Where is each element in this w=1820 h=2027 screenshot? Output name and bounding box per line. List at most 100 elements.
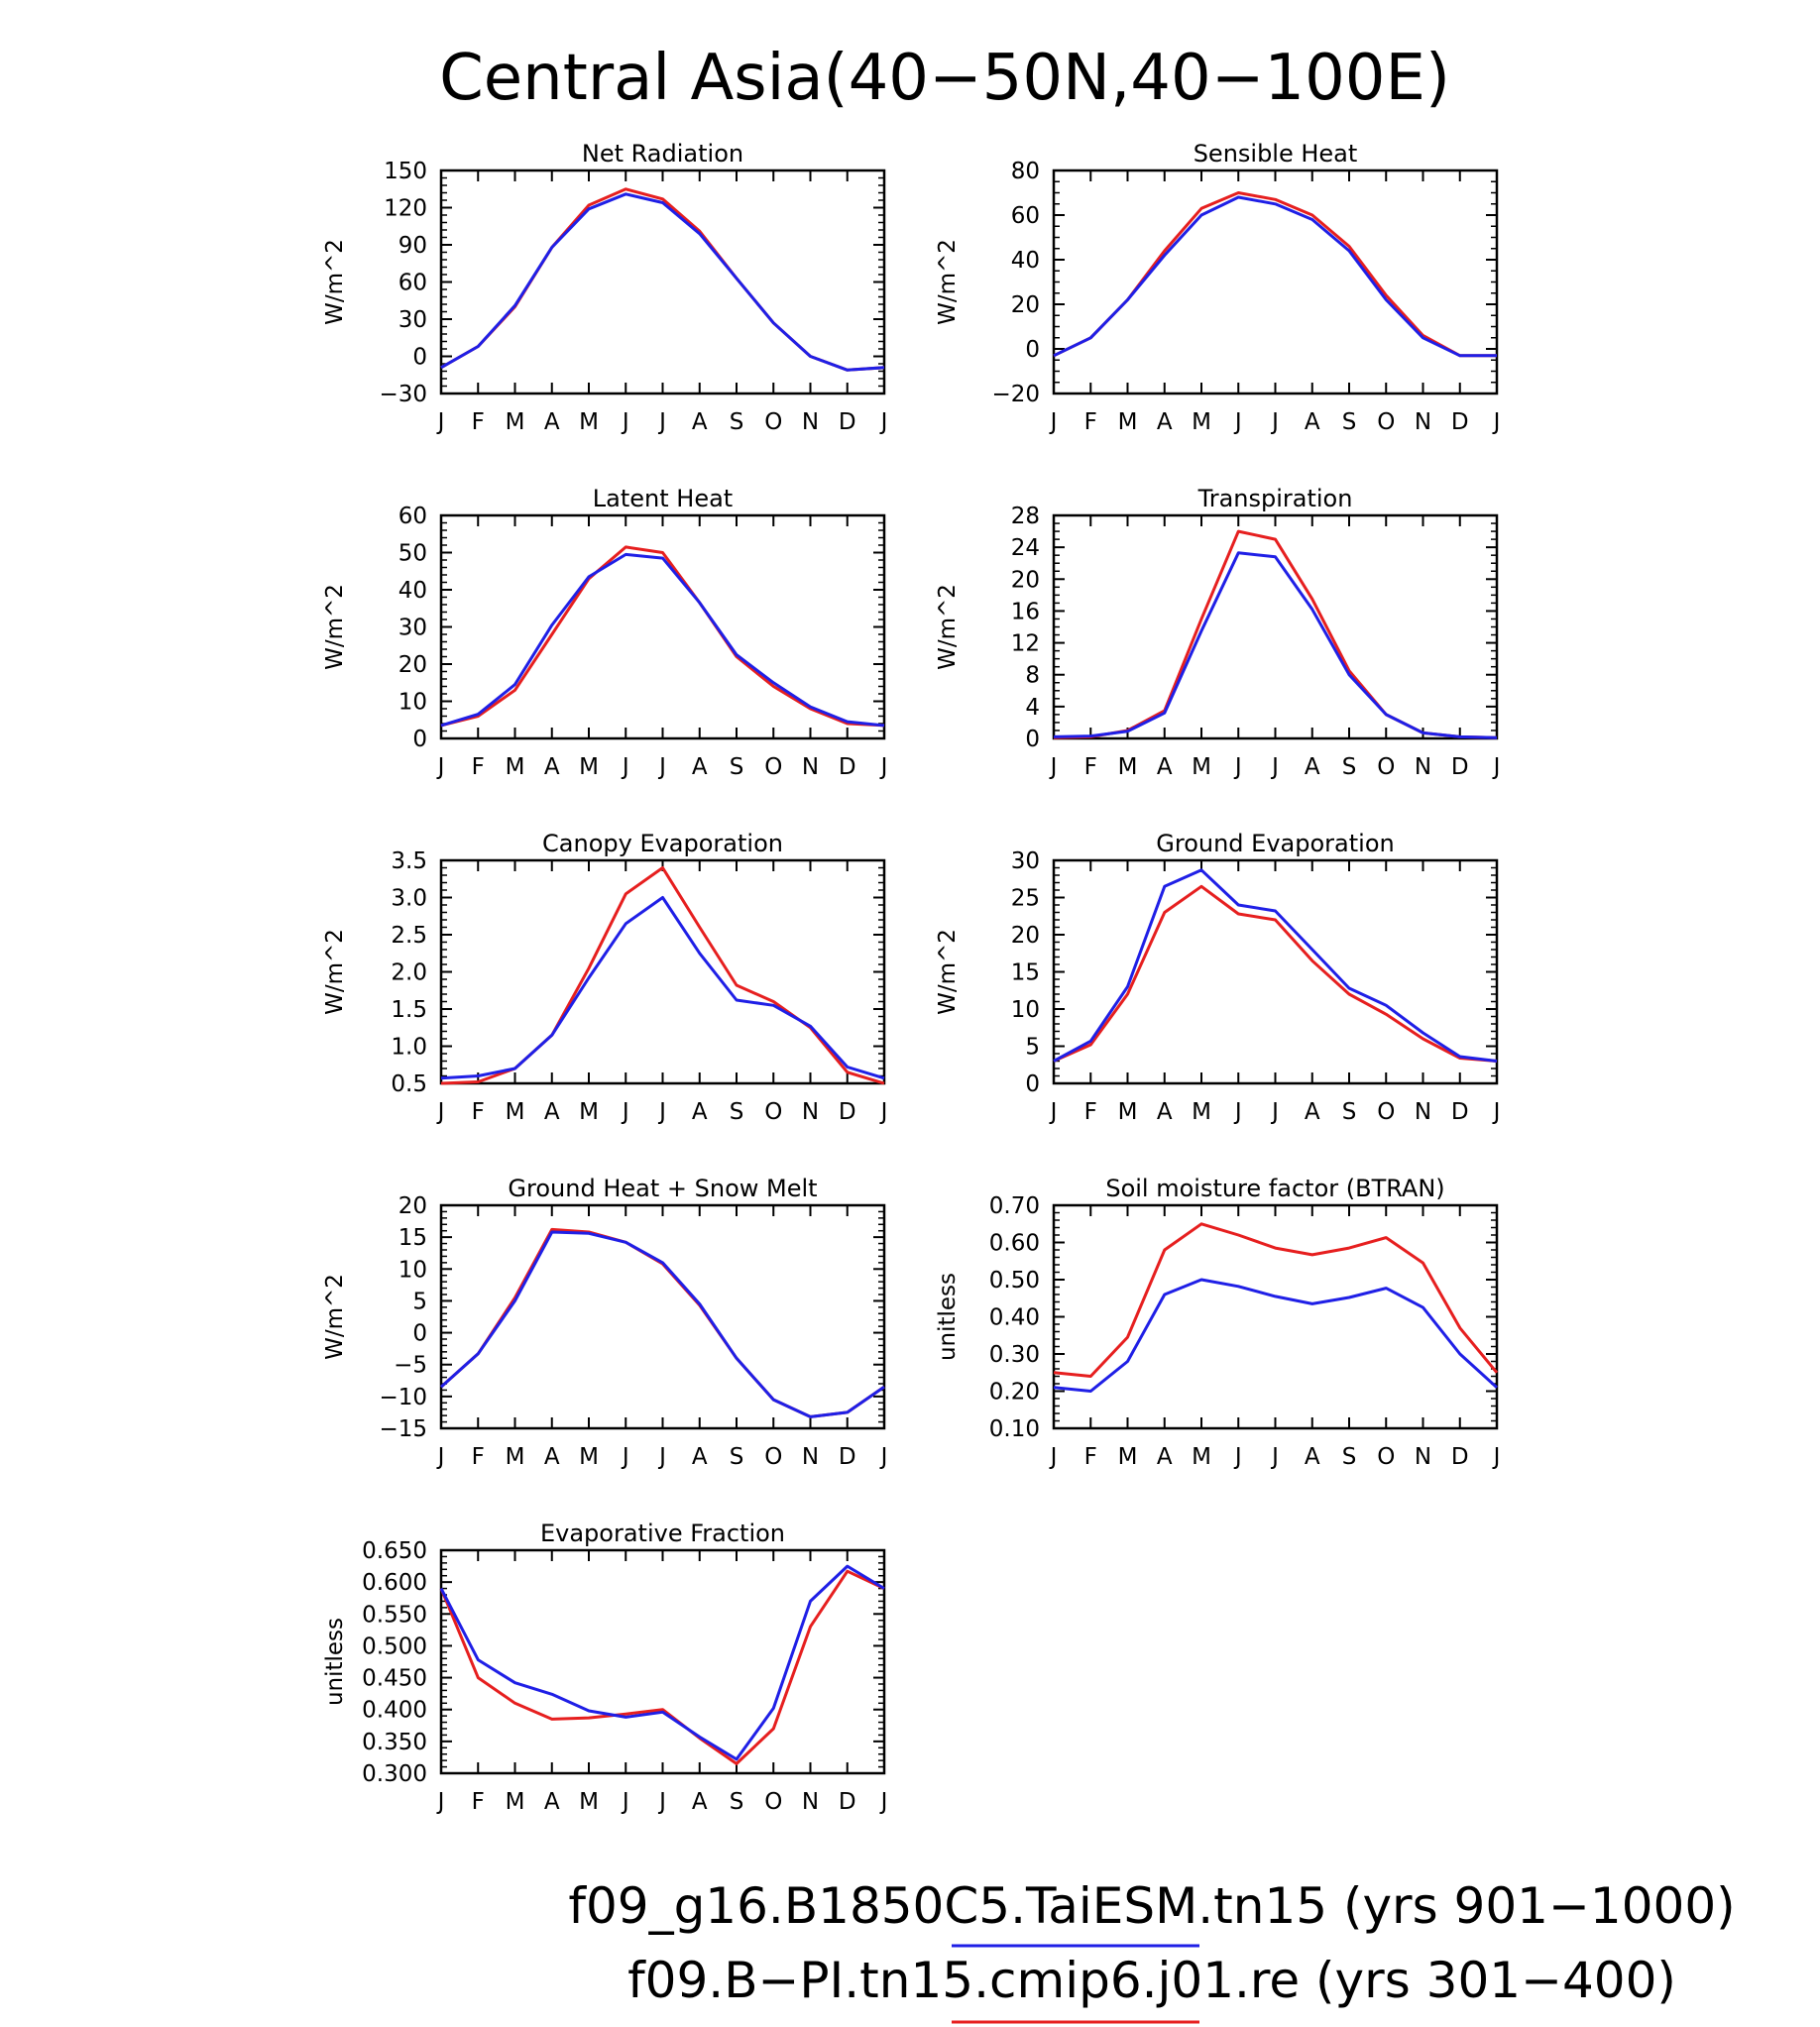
y-tick-label: 0.450	[362, 1666, 427, 1692]
x-tick-label: D	[1451, 1444, 1469, 1470]
series-line	[440, 552, 885, 728]
series-line	[440, 896, 885, 1080]
chart-panel: Ground Heat + Snow Melt −15 −10 −5 0 5 10 15 20 J…	[322, 1175, 887, 1470]
x-tick-label: M	[1192, 1099, 1211, 1125]
series-line	[440, 192, 885, 372]
x-tick-label: M	[1192, 1444, 1211, 1470]
y-tick-label: 0.50	[989, 1268, 1040, 1294]
y-tick-label: 0.20	[989, 1380, 1040, 1406]
x-tick-label: F	[1084, 754, 1097, 780]
x-tick-label: A	[1305, 1099, 1320, 1125]
x-tick-label: M	[579, 1444, 599, 1470]
y-tick-label: 0.650	[362, 1538, 427, 1564]
x-tick-label: J	[621, 1099, 629, 1125]
series-line	[1053, 868, 1498, 1063]
y-axis-label: W/m^2	[935, 584, 961, 670]
y-tick-label: 28	[1011, 504, 1040, 529]
x-tick-label: A	[544, 409, 560, 435]
series-line	[1053, 1222, 1499, 1378]
x-tick-label: A	[692, 1099, 708, 1125]
y-tick-label: 120	[384, 196, 427, 222]
chart-panel: Canopy Evaporation 0.5 1.0 1.5 2.0 2.5 3.0 3.5 J…	[322, 830, 887, 1125]
y-tick-label: 4	[1025, 695, 1040, 721]
series-line	[440, 545, 885, 728]
x-tick-label: S	[730, 1789, 744, 1815]
x-tick-label: J	[657, 409, 666, 435]
panel-title: Ground Heat + Snow Melt	[508, 1175, 817, 1202]
x-tick-label: J	[1270, 409, 1279, 435]
x-tick-label: J	[1233, 1444, 1242, 1470]
panel-title: Evaporative Fraction	[540, 1520, 785, 1547]
plot-frame	[1052, 858, 1499, 1085]
y-tick-label: 10	[398, 690, 427, 716]
series-line	[439, 1569, 885, 1765]
x-tick-label: A	[692, 1789, 708, 1815]
y-tick-label: 0.550	[362, 1602, 427, 1628]
x-tick-label: J	[657, 1789, 666, 1815]
y-tick-label: 20	[398, 652, 427, 678]
x-tick-label: A	[1157, 754, 1173, 780]
y-axis-label: W/m^2	[322, 584, 348, 670]
x-tick-label: S	[1342, 1444, 1357, 1470]
y-tick-label: 0.350	[362, 1730, 427, 1755]
y-tick-label: 0	[1025, 337, 1040, 363]
x-tick-label: J	[1270, 754, 1279, 780]
x-tick-label: S	[730, 754, 744, 780]
x-tick-label: M	[1118, 1099, 1138, 1125]
y-axis-label: W/m^2	[322, 1274, 348, 1360]
y-tick-label: 0.300	[362, 1761, 427, 1787]
y-tick-label: 8	[1025, 663, 1040, 689]
y-tick-label: 60	[1011, 203, 1040, 229]
panel-title: Soil moisture factor (BTRAN)	[1105, 1175, 1444, 1202]
x-tick-label: J	[1049, 1444, 1058, 1470]
plot-frame	[439, 858, 886, 1085]
y-tick-label: 1.5	[391, 997, 427, 1023]
x-tick-label: S	[1342, 754, 1357, 780]
x-tick-label: A	[1305, 754, 1320, 780]
x-tick-label: J	[1492, 1099, 1501, 1125]
x-tick-label: F	[472, 754, 485, 780]
x-tick-label: S	[730, 1099, 744, 1125]
x-tick-label: N	[802, 1789, 819, 1815]
x-tick-label: J	[879, 1789, 888, 1815]
y-tick-label: 2.5	[391, 923, 427, 949]
series-line	[440, 187, 885, 372]
x-tick-label: A	[692, 409, 708, 435]
x-tick-label: F	[472, 1099, 485, 1125]
y-tick-label: −15	[379, 1416, 427, 1442]
x-tick-label: A	[544, 1789, 560, 1815]
x-tick-label: J	[1049, 1099, 1058, 1125]
x-tick-label: J	[436, 409, 445, 435]
y-axis-label: W/m^2	[322, 239, 348, 325]
x-tick-label: J	[1233, 409, 1242, 435]
x-tick-label: F	[472, 1789, 485, 1815]
legend: f09_g16.B1850C5.TaiESM.tn15 (yrs 901−100…	[568, 1877, 1736, 2024]
y-tick-label: 0	[412, 1321, 427, 1347]
x-tick-label: O	[1377, 754, 1395, 780]
x-tick-label: D	[839, 1789, 856, 1815]
y-tick-label: 0.70	[989, 1193, 1040, 1219]
x-tick-label: J	[1233, 754, 1242, 780]
chart-panel: Evaporative Fraction 0.300 0.350 0.400 0.450…	[322, 1520, 887, 1815]
y-tick-label: 15	[398, 1225, 427, 1251]
x-tick-label: A	[1157, 409, 1173, 435]
x-tick-label: O	[1377, 409, 1395, 435]
y-tick-label: 40	[1011, 248, 1040, 274]
x-tick-label: M	[1192, 409, 1211, 435]
x-tick-label: J	[436, 1444, 445, 1470]
y-axis-label: unitless	[935, 1273, 961, 1361]
y-tick-label: 3.5	[391, 848, 427, 874]
y-tick-label: 60	[398, 271, 427, 296]
y-tick-label: 12	[1011, 631, 1040, 657]
x-tick-label: N	[1415, 409, 1431, 435]
panel-title: Canopy Evaporation	[542, 830, 783, 857]
y-tick-label: 20	[1011, 923, 1040, 949]
x-tick-label: J	[621, 1444, 629, 1470]
y-tick-label: 0	[412, 727, 427, 752]
y-tick-label: 10	[398, 1257, 427, 1283]
